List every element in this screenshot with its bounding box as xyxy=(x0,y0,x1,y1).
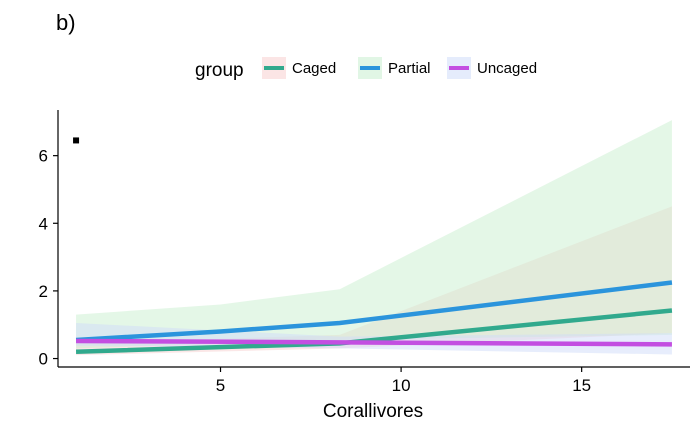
x-tick-label: 5 xyxy=(216,376,225,395)
series-lines xyxy=(75,280,673,355)
panel-label: b) xyxy=(56,10,76,35)
annotation-marks xyxy=(73,137,80,144)
y-ticks: 0 2 4 6 xyxy=(39,147,58,369)
y-tick-label: 6 xyxy=(39,147,48,166)
annotation-point xyxy=(73,137,80,144)
x-tick-label: 15 xyxy=(572,376,591,395)
legend-label-caged: Caged xyxy=(292,60,336,77)
legend-label-partial: Partial xyxy=(388,60,431,77)
y-tick-label: 4 xyxy=(39,214,48,233)
line-uncaged xyxy=(76,338,672,347)
legend-title: group xyxy=(195,60,244,81)
y-tick-label: 0 xyxy=(39,350,48,369)
legend-label-uncaged: Uncaged xyxy=(477,60,537,77)
y-tick-label: 2 xyxy=(39,282,48,301)
legend: group Caged Partial Uncaged xyxy=(195,57,537,81)
x-tick-label: 10 xyxy=(392,376,411,395)
x-ticks: 5 10 15 xyxy=(216,367,591,395)
band-partial xyxy=(76,120,672,349)
axes xyxy=(57,110,690,368)
x-axis-title: Corallivores xyxy=(323,401,423,422)
line-partial xyxy=(75,280,673,343)
